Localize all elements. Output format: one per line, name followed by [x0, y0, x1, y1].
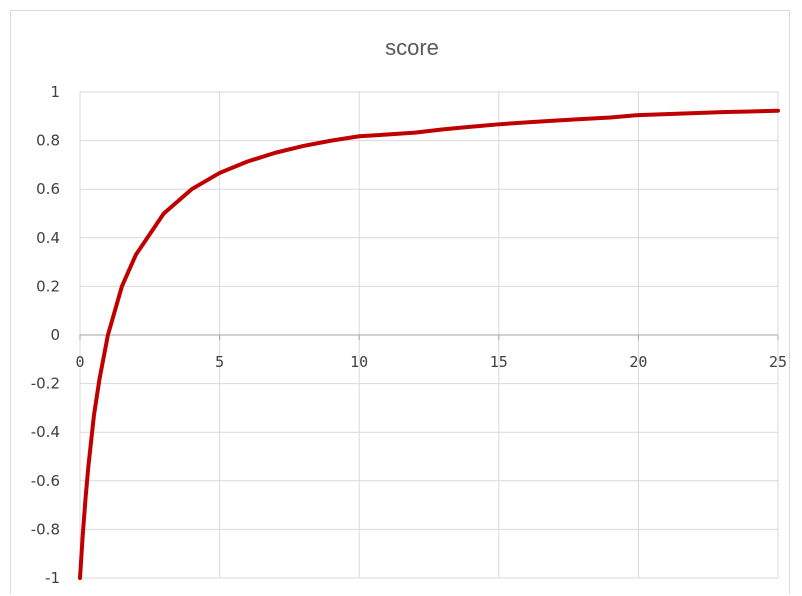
chart-area	[10, 10, 790, 594]
y-tick-label: -0.8	[31, 520, 60, 538]
series-layer	[78, 108, 780, 580]
x-tick-label: 25	[769, 353, 787, 371]
score-series-line	[78, 108, 780, 580]
y-tick-label: -0.4	[31, 423, 60, 441]
x-tick-label: 5	[215, 353, 224, 371]
y-tick-label: -0.6	[31, 472, 60, 490]
y-tick-label: 0.4	[36, 229, 60, 247]
y-tick-label: -0.2	[31, 375, 60, 393]
x-tick-label: 10	[350, 353, 368, 371]
y-tick-label: -1	[45, 569, 60, 587]
y-tick-label: 0.2	[36, 277, 60, 295]
y-tick-label: 0.6	[36, 180, 60, 198]
tick-labels: 1 0.8 0.6 0.4 0.2 0 -0.2 -0.4 -0.6 -0.8 -1 0 5 10 15 20…	[31, 83, 787, 587]
x-tick-label: 15	[490, 353, 508, 371]
chart-title: score	[385, 35, 439, 60]
x-tick-label: 20	[629, 353, 647, 371]
y-tick-label: 0	[50, 326, 60, 344]
axes	[79, 334, 779, 340]
y-tick-label: 0.8	[36, 132, 60, 150]
x-tick-label: 0	[75, 353, 84, 371]
y-tick-label: 1	[50, 83, 60, 101]
